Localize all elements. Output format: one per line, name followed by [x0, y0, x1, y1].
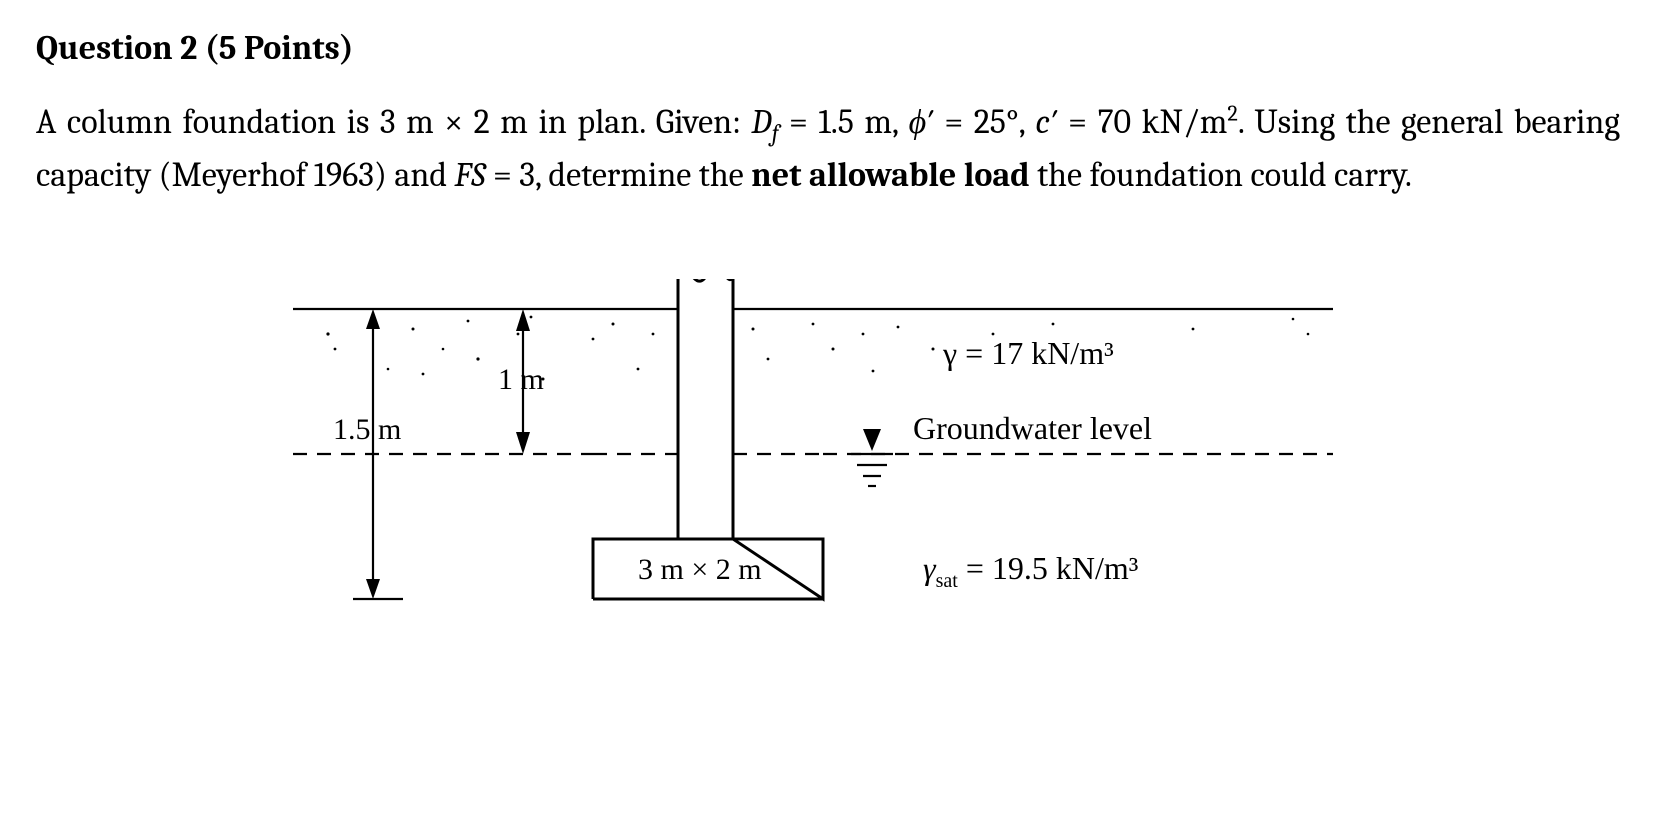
gamma-upper: γ = 17 kN/m³ — [942, 335, 1114, 371]
text-net: net allowable load — [751, 155, 1030, 195]
footing-size: 3 m × 2 m — [638, 553, 762, 586]
dim-1-5m-label: 1.5 m — [333, 413, 401, 446]
water-table-icon — [851, 429, 893, 486]
gw-label: Groundwater level — [913, 410, 1152, 446]
val-c: = 70 kN/m — [1058, 102, 1228, 142]
var-phi: ϕ′ — [909, 102, 934, 142]
foundation-diagram: 1.5 m 1 m γ = 17 kN/m³ Groundwater level… — [293, 279, 1363, 659]
gamma-sat: γsat = 19.5 kN/m³ — [923, 550, 1138, 592]
text-part: the foundation could carry. — [1030, 155, 1412, 195]
question-text: A column foundation is 3 m × 2 m in plan… — [36, 96, 1620, 201]
text-part: A column foundation is 3 m × 2 m in plan… — [36, 102, 751, 142]
figure: 1.5 m 1 m γ = 17 kN/m³ Groundwater level… — [36, 279, 1620, 659]
soil-speckle — [326, 316, 1309, 381]
dim-1m-label: 1 m — [498, 363, 544, 396]
var-fs: FS — [455, 155, 486, 195]
question-title: Question 2 (5 Points) — [36, 28, 1620, 68]
dim-1m: 1 m — [498, 309, 544, 454]
var-df: Df — [751, 102, 778, 142]
var-c: c′ — [1035, 102, 1057, 142]
column — [678, 279, 733, 539]
val-df: = 1.5 m, — [778, 102, 908, 142]
val-fs: = 3, determine the — [486, 155, 752, 195]
unit-sq: 2 — [1227, 101, 1237, 127]
val-phi: = 25°, — [934, 102, 1035, 142]
